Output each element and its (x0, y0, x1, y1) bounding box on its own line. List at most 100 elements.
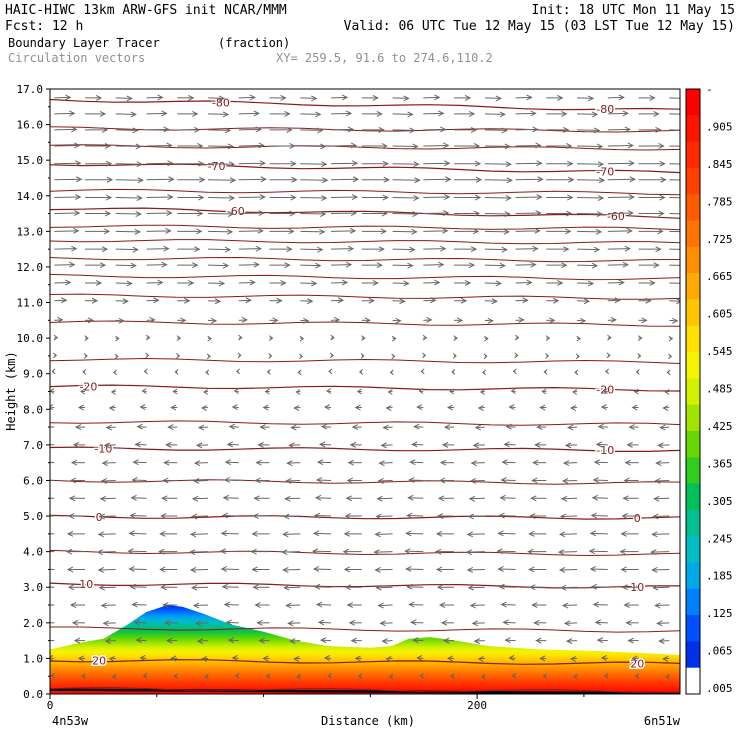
wind-vector (385, 655, 393, 662)
wind-vector (300, 246, 324, 253)
wind-vector (423, 110, 445, 117)
wind-vector (331, 110, 353, 117)
wind-vector (654, 602, 670, 609)
wind-vector (504, 637, 516, 644)
wind-vector (546, 160, 574, 167)
wind-vector (434, 548, 455, 555)
wind-vector (238, 261, 260, 268)
wind-vector (300, 228, 326, 235)
wind-vector (469, 478, 485, 484)
wind-vector (282, 531, 301, 538)
wind-vector (206, 353, 211, 360)
wind-vector (392, 298, 406, 305)
wind-vector (502, 619, 516, 626)
wind-vector (326, 388, 332, 394)
wind-vector (54, 279, 72, 286)
wind-vector (607, 94, 625, 101)
wind-vector (99, 495, 116, 502)
wind-vector (234, 672, 240, 679)
wind-vector (452, 353, 457, 359)
wind-vector (238, 194, 266, 200)
wind-vector (72, 441, 86, 448)
wind-vector (624, 459, 639, 466)
wind-vector (70, 459, 86, 466)
wind-vector (354, 655, 362, 662)
wind-vector (496, 548, 516, 555)
wind-vector (654, 478, 670, 484)
wind-vector (484, 127, 508, 134)
wind-vector (53, 334, 59, 341)
wind-vector (269, 110, 291, 117)
wind-vector (592, 477, 608, 483)
wind-vector (546, 262, 568, 269)
wind-vector (669, 213, 680, 215)
wind-vector (195, 442, 209, 449)
wind-vector (607, 334, 612, 341)
wind-vector (438, 477, 455, 484)
wind-vector (423, 261, 445, 268)
wind-vector (300, 317, 310, 324)
wind-vector (474, 424, 485, 431)
wind-vector (50, 654, 55, 661)
wind-vector (50, 444, 55, 446)
wind-vector (638, 94, 656, 101)
wind-vector (668, 353, 673, 360)
wind-vector (160, 513, 178, 520)
wind-vector (546, 94, 564, 101)
wind-vector (480, 673, 486, 680)
wind-vector (208, 246, 232, 253)
wind-vector (405, 530, 424, 537)
temperature-contour-line (50, 420, 680, 426)
wind-vector (328, 368, 333, 375)
wind-vector (300, 262, 322, 269)
wind-vector (422, 334, 428, 341)
wind-vector (597, 423, 608, 430)
wind-vector (282, 566, 301, 573)
wind-vector (97, 566, 116, 573)
wind-vector (389, 369, 394, 376)
wind-vector (377, 478, 393, 484)
wind-vector (468, 495, 485, 502)
wind-vector (406, 583, 424, 590)
wind-vector (454, 176, 483, 183)
wind-vector (50, 462, 55, 464)
wind-vector (166, 637, 178, 644)
wind-vector (115, 143, 142, 150)
wind-vector (561, 602, 578, 609)
wind-vector (591, 494, 608, 501)
wind-vector (233, 388, 239, 394)
wind-vector (50, 551, 55, 553)
temperature-contour-line (50, 687, 680, 694)
wind-vector (655, 460, 670, 467)
wind-vector (569, 405, 578, 411)
header-valid-line: Valid: 06 UTC Tue 12 May 15 (03 LST Tue … (344, 19, 735, 34)
wind-vector (361, 262, 383, 269)
y-tick-label: 4.0 (23, 546, 43, 559)
temperature-contour-10 (50, 582, 680, 589)
wind-vector (404, 548, 424, 555)
wind-vector (503, 441, 516, 448)
colorbar-swatch (686, 246, 700, 274)
wind-vector (436, 584, 455, 591)
wind-vector (299, 335, 305, 342)
wind-vector (656, 620, 670, 627)
wind-vector (441, 441, 455, 448)
wind-vector (527, 548, 547, 555)
wind-vector (408, 601, 424, 608)
wind-vector (546, 246, 570, 253)
wind-vector (269, 280, 287, 286)
wind-vector (238, 245, 262, 252)
wind-vector (361, 142, 388, 149)
wind-vector (236, 368, 241, 375)
wind-vector (102, 620, 116, 627)
wind-vector (361, 246, 385, 253)
wind-vector (535, 637, 547, 644)
wind-vector (223, 477, 239, 483)
contour-label: -80 (212, 97, 230, 110)
wind-vector (177, 246, 201, 253)
wind-vector (622, 495, 639, 502)
y-tick-label: 5.0 (23, 510, 43, 523)
colorbar-label: .365 (706, 457, 733, 470)
wind-vector (189, 531, 209, 538)
wind-vector (54, 176, 83, 183)
